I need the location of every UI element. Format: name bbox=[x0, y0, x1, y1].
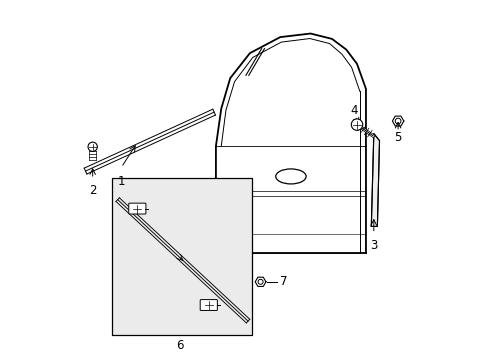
Polygon shape bbox=[370, 134, 379, 226]
Text: 1: 1 bbox=[117, 175, 125, 188]
Text: 2: 2 bbox=[89, 184, 96, 197]
FancyBboxPatch shape bbox=[128, 203, 145, 214]
Text: 3: 3 bbox=[369, 239, 377, 252]
Text: 7: 7 bbox=[280, 275, 287, 288]
Text: 5: 5 bbox=[394, 131, 401, 144]
Text: 4: 4 bbox=[349, 104, 357, 117]
Text: 6: 6 bbox=[176, 338, 183, 351]
FancyBboxPatch shape bbox=[200, 300, 217, 310]
Circle shape bbox=[350, 119, 362, 130]
FancyBboxPatch shape bbox=[112, 178, 251, 336]
